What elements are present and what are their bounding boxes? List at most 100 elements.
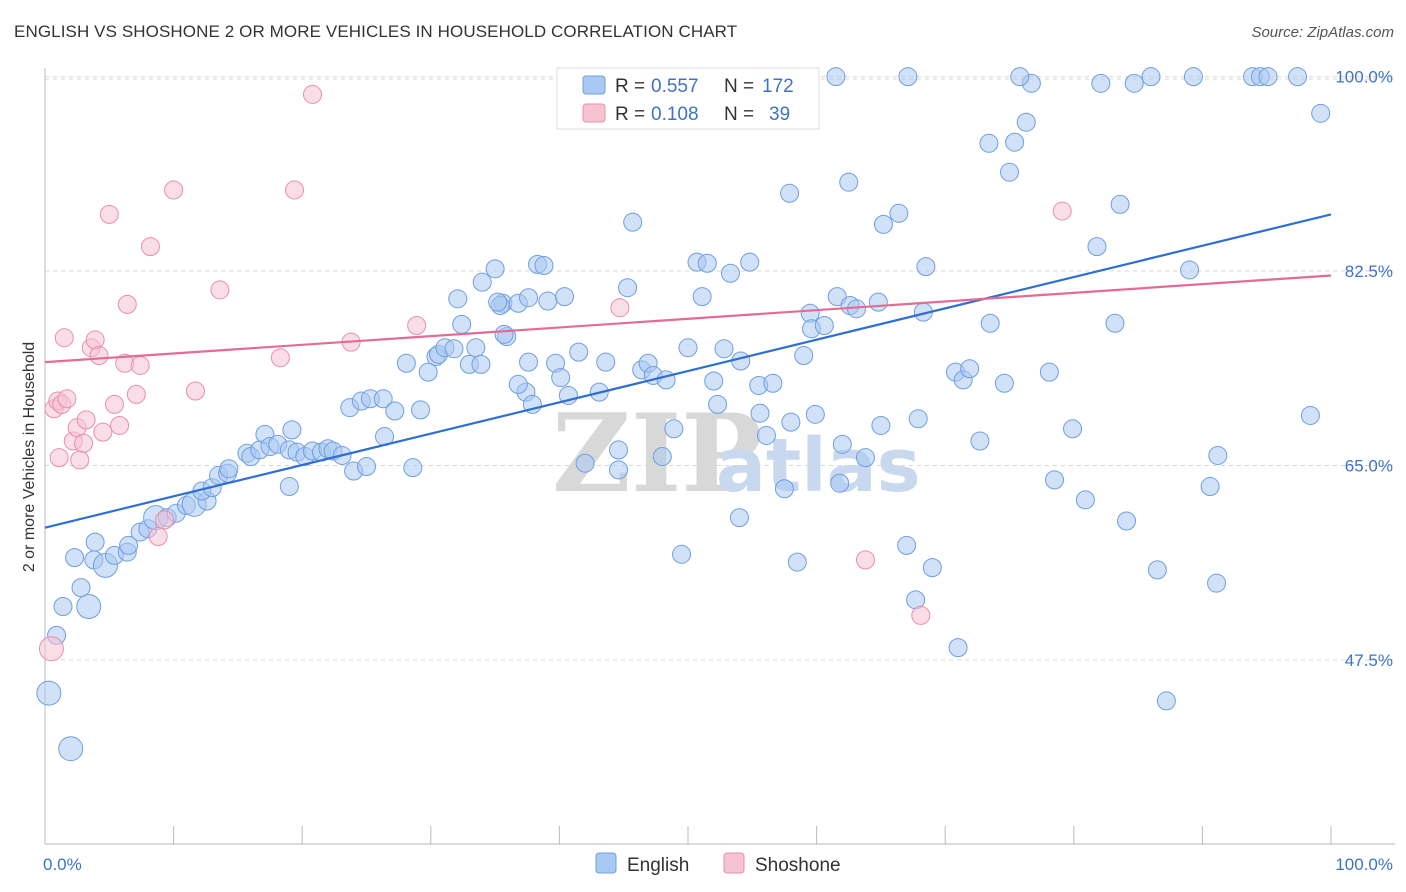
english-point [697, 253, 717, 273]
english-point [385, 401, 405, 421]
shoshone-point [407, 315, 427, 335]
axes [44, 68, 1395, 845]
english-point [763, 373, 783, 393]
watermark-atlas: atlas [716, 423, 921, 509]
english-point [897, 535, 917, 555]
english-point [551, 368, 571, 388]
x-tick-label-min: 0.0% [43, 855, 82, 874]
english-point [1005, 132, 1025, 152]
english-point [731, 351, 751, 371]
english-point [832, 434, 852, 454]
shoshone-point [270, 348, 290, 368]
english-point [1117, 511, 1137, 531]
english-point [948, 638, 968, 658]
shoshone-point [155, 510, 175, 530]
english-point [970, 431, 990, 451]
english-point [994, 373, 1014, 393]
shoshone-point [185, 381, 205, 401]
english-point [756, 425, 776, 445]
english-point [444, 339, 464, 359]
shoshone-point [126, 384, 146, 404]
english-point [494, 324, 514, 344]
bottom-legend-swatch-english [595, 852, 617, 874]
english-point [781, 412, 801, 432]
english-point [704, 371, 724, 391]
shoshone-point [49, 448, 69, 468]
english-point [720, 263, 740, 283]
legend-shoshone-r-label: R = [615, 104, 645, 125]
legend-shoshone-r-value: 0.108 [651, 104, 699, 125]
english-point [1124, 73, 1144, 93]
english-point [1207, 573, 1227, 593]
english-point [729, 508, 749, 528]
english-point [534, 255, 554, 275]
y-tick-label: 65.0% [1345, 456, 1393, 475]
shoshone-point [74, 433, 94, 453]
english-point [826, 67, 846, 87]
english-point [1180, 260, 1200, 280]
shoshone-point [85, 330, 105, 350]
legend-swatch-english [582, 75, 606, 95]
correlation-legend: R = 0.557 N = 172 R = 0.108 N = 39 [556, 67, 820, 130]
english-point [282, 420, 302, 440]
english-point [519, 288, 539, 308]
english-point [960, 359, 980, 379]
bottom-legend-shoshone: Shoshone [755, 855, 841, 876]
english-point [780, 183, 800, 203]
english-point [740, 252, 760, 272]
shoshone-point [140, 237, 160, 257]
english-point [485, 259, 505, 279]
shoshone-point [57, 389, 77, 409]
english-point [922, 558, 942, 578]
shoshone-point [911, 605, 931, 625]
legend-english-r-label: R = [615, 76, 645, 97]
shoshone-point [148, 527, 168, 547]
y-axis-label: 2 or more Vehicles in Household [21, 342, 38, 572]
english-point [1045, 470, 1065, 490]
english-point [1208, 445, 1228, 465]
english-point [692, 287, 712, 307]
english-point [873, 214, 893, 234]
shoshone-point [117, 294, 137, 314]
english-point [569, 342, 589, 362]
shoshone-point [855, 550, 875, 570]
english-point [871, 415, 891, 435]
chart-title: ENGLISH VS SHOSHONE 2 OR MORE VEHICLES I… [14, 22, 738, 41]
english-point [609, 440, 629, 460]
shoshone-trend-line [44, 274, 1332, 364]
english-point [618, 278, 638, 298]
english-point [85, 532, 105, 552]
english-point [65, 548, 85, 568]
english-point [980, 313, 1000, 333]
shoshone-point [284, 180, 304, 200]
shoshone-point [38, 636, 64, 662]
english-point [1147, 560, 1167, 580]
shoshone-point [70, 450, 90, 470]
legend-shoshone-n-label: N = [724, 104, 754, 125]
shoshone-point [76, 410, 96, 430]
legend-swatch-shoshone [582, 103, 606, 123]
shoshone-point [610, 298, 630, 318]
english-point [678, 338, 698, 358]
shoshone-point [110, 415, 130, 435]
english-point [373, 389, 393, 409]
english-point [889, 203, 909, 223]
english-point [58, 736, 84, 762]
english-point [774, 479, 794, 499]
english-point [830, 473, 850, 493]
english-point [664, 419, 684, 439]
english-point [76, 594, 102, 620]
english-point [652, 447, 672, 467]
english-point [396, 353, 416, 373]
english-point [555, 287, 575, 307]
english-point [916, 257, 936, 277]
legend-english-n-label: N = [724, 76, 754, 97]
english-point [908, 409, 928, 429]
english-point [1110, 194, 1130, 214]
english-point [1105, 313, 1125, 333]
legend-english-r-value: 0.557 [651, 76, 699, 97]
english-point [1087, 237, 1107, 257]
x-tick-label-max: 100.0% [1335, 855, 1393, 874]
english-point [1016, 112, 1036, 132]
